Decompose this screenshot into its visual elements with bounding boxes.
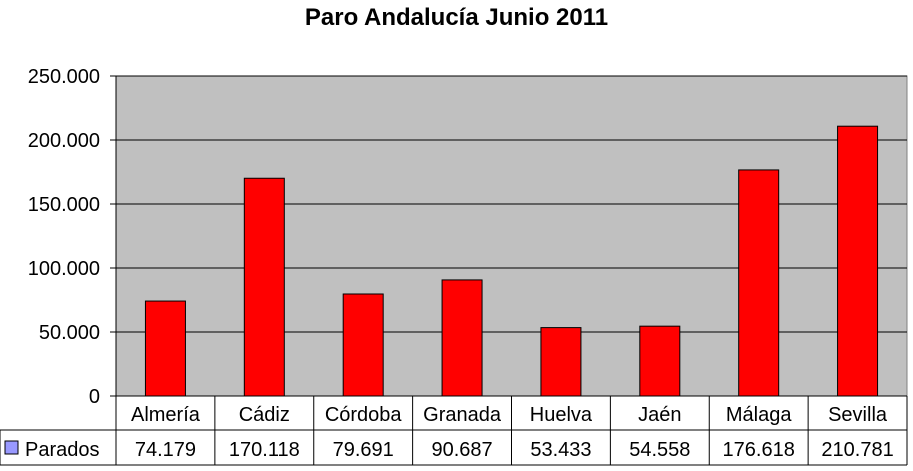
bar: [738, 169, 780, 397]
bar: [540, 327, 582, 397]
x-category-label: Sevilla: [828, 404, 888, 426]
data-table-value: 54.558: [629, 439, 690, 461]
data-table-value: 79.691: [333, 439, 394, 461]
chart-title: Paro Andalucía Junio 2011: [304, 4, 609, 31]
bar: [441, 279, 483, 397]
legend-swatch: [4, 440, 19, 455]
plot-area: [115, 75, 908, 397]
y-tick-label: 0: [89, 386, 100, 408]
data-table-value: 170.118: [229, 439, 300, 461]
x-category-label: Málaga: [726, 404, 792, 426]
data-table-value: 74.179: [135, 439, 196, 461]
y-tick-label: 100.000: [28, 258, 100, 280]
legend-label: Parados: [25, 439, 100, 461]
bar: [144, 300, 186, 397]
data-table-value: 176.618: [723, 439, 795, 461]
bar: [342, 293, 384, 397]
data-table-value: 53.433: [530, 439, 591, 461]
y-tick-label: 200.000: [28, 130, 100, 152]
y-tick-label: 250.000: [28, 66, 100, 88]
x-category-label: Almería: [131, 404, 201, 426]
x-category-label: Córdoba: [325, 404, 403, 426]
x-category-label: Jaén: [638, 404, 681, 426]
bar: [837, 125, 879, 397]
y-tick-label: 50.000: [39, 322, 100, 344]
x-category-label: Granada: [423, 404, 502, 426]
bar: [243, 177, 285, 397]
bar: [639, 325, 681, 397]
data-table-value: 210.781: [821, 439, 893, 461]
x-category-label: Cádiz: [239, 404, 290, 426]
y-tick-label: 150.000: [28, 194, 100, 216]
x-category-label: Huelva: [530, 404, 593, 426]
data-table-value: 90.687: [431, 439, 492, 461]
